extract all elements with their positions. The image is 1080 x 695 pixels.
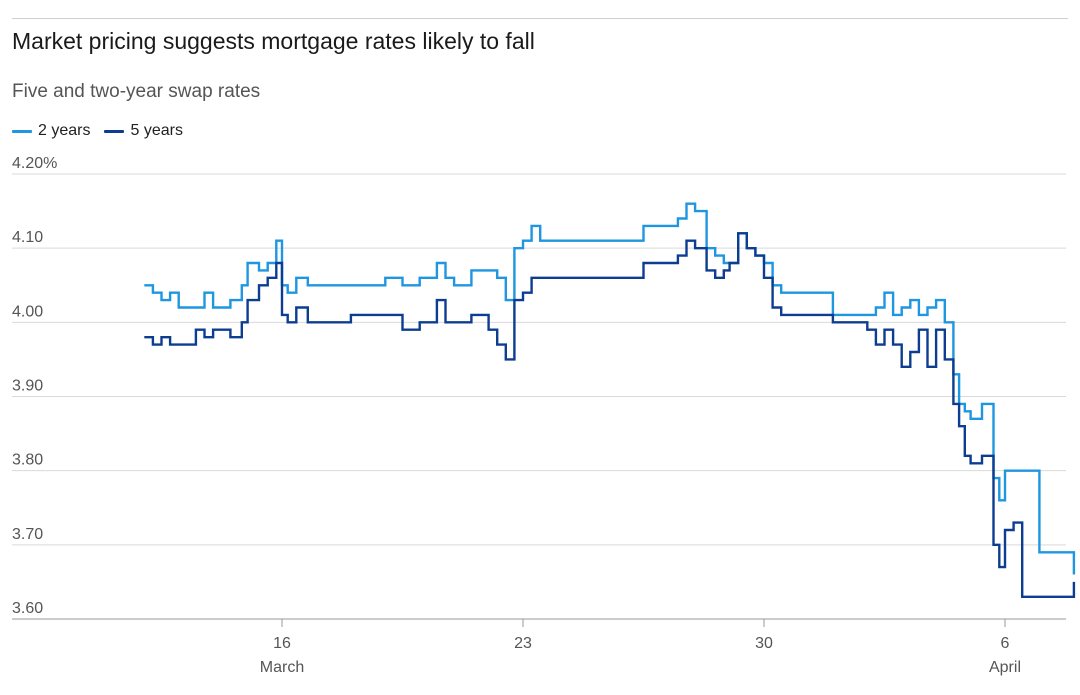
y-tick-label: 3.60 <box>12 600 43 617</box>
y-tick-label: 4.10 <box>12 229 43 246</box>
x-tick-label: 23 <box>514 635 532 652</box>
series-line-5-years <box>144 232 1076 598</box>
x-tick-label: 16 <box>273 635 291 652</box>
y-tick-label: 4.20% <box>12 155 57 172</box>
y-tick-label: 4.00 <box>12 303 43 320</box>
legend-item-5-years: 5 years <box>104 122 183 140</box>
x-tick-label: 30 <box>755 635 773 652</box>
x-tick-label: 6 <box>1001 635 1010 652</box>
y-tick-label: 3.70 <box>12 526 43 543</box>
y-tick-label: 3.80 <box>12 452 43 469</box>
legend-label-5-years: 5 years <box>130 122 183 139</box>
legend-label-2-years: 2 years <box>38 122 91 139</box>
legend-swatch-2-years <box>12 129 32 133</box>
top-rule <box>12 18 1068 19</box>
x-tick-sublabel: March <box>260 659 304 676</box>
legend: 2 years 5 years <box>12 122 197 140</box>
legend-swatch-5-years <box>104 129 125 133</box>
legend-item-2-years: 2 years <box>12 122 90 140</box>
series-line-2-years <box>144 202 1076 575</box>
y-tick-label: 3.90 <box>12 378 43 395</box>
chart-subtitle: Five and two-year swap rates <box>12 81 261 102</box>
chart-title: Market pricing suggests mortgage rates l… <box>12 28 535 54</box>
x-tick-sublabel: April <box>989 659 1021 676</box>
